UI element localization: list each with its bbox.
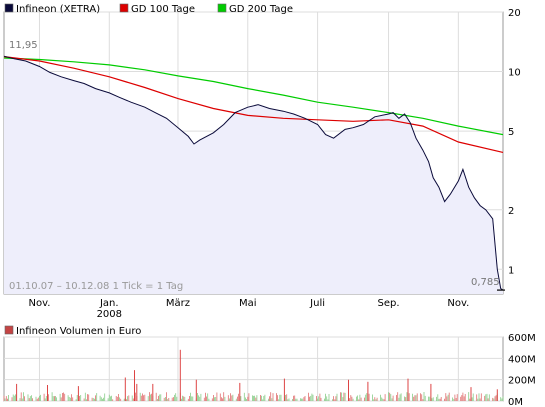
legend-label-volume: Infineon Volumen in Euro: [16, 326, 141, 337]
legend-label-gd100: GD 100 Tage: [131, 4, 195, 15]
volume-y-tick-label: 0M: [508, 397, 523, 407]
legend-label-infineon: Infineon (XETRA): [16, 4, 100, 15]
price-legend: Infineon (XETRA) GD 100 Tage GD 200 Tage: [4, 3, 293, 15]
price-x-tick-label: Nov.: [29, 298, 51, 309]
price-y-tick-label: 20: [508, 8, 521, 19]
series-line-0: [3, 55, 504, 291]
legend-label-gd200: GD 200 Tage: [229, 4, 293, 15]
price-area: [4, 56, 503, 295]
volume-y-axis: 600M 400M 200M 0M: [508, 333, 536, 407]
price-x-tick-label: März: [166, 298, 190, 309]
price-y-tick-label: 1: [508, 265, 514, 276]
legend-swatch-infineon: [4, 3, 14, 13]
price-x-tick-sublabel: 2008: [97, 309, 122, 320]
price-y-tick-label: 5: [508, 127, 514, 138]
volume-bars: [3, 349, 504, 401]
legend-swatch-volume: [4, 325, 14, 335]
series-line-2: [3, 57, 504, 136]
price-y-axis: 20 10 5 2 1: [508, 8, 521, 276]
legend-swatch-gd200: [217, 3, 227, 13]
price-lines: [3, 55, 505, 291]
price-x-tick-label: Sep.: [378, 298, 400, 309]
volume-y-tick-label: 200M: [508, 376, 536, 387]
price-x-tick-label: Jan.: [99, 298, 119, 309]
start-value-label: 11,95: [9, 40, 38, 51]
price-y-tick-label: 2: [508, 206, 514, 217]
price-x-tick-label: Mai: [239, 298, 257, 309]
volume-y-tick-label: 600M: [508, 333, 536, 344]
price-y-tick-label: 10: [508, 68, 521, 79]
volume-y-tick-label: 400M: [508, 354, 536, 365]
range-info-label: 01.10.07 – 10.12.08 1 Tick = 1 Tag: [9, 281, 183, 292]
price-x-tick-label: Juli: [309, 298, 325, 309]
series-line-1: [3, 56, 504, 153]
end-value-label: 0,785: [471, 277, 500, 288]
volume-plot-area: [3, 336, 504, 402]
legend-swatch-gd100: [119, 3, 129, 13]
price-x-axis: Nov. Jan.2008 März Mai Juli Sep. Nov.: [29, 298, 470, 320]
price-x-tick-label: Nov.: [447, 298, 469, 309]
